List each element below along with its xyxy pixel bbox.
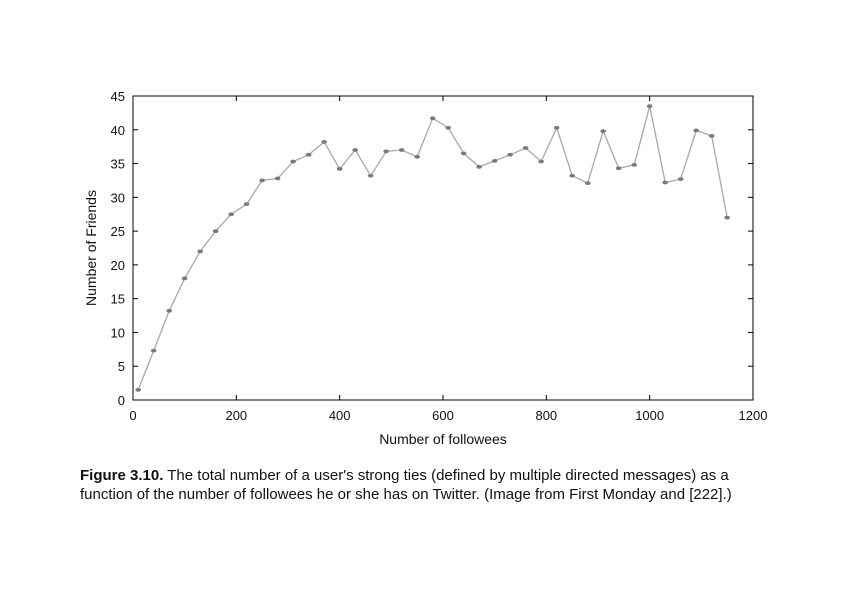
x-tick-label: 1000 <box>635 408 664 423</box>
data-point <box>693 128 699 133</box>
data-point <box>491 158 498 163</box>
data-point <box>383 149 389 154</box>
data-point <box>398 148 405 152</box>
x-axis-title: Number of followees <box>379 431 507 447</box>
y-tick-label: 15 <box>111 292 125 307</box>
series-line <box>137 105 728 391</box>
data-point <box>414 154 420 159</box>
data-point <box>259 178 265 183</box>
plot-frame <box>132 95 754 401</box>
data-point <box>507 152 513 157</box>
data-point <box>228 212 234 217</box>
x-tick-label: 200 <box>225 408 247 423</box>
data-point <box>305 152 312 157</box>
data-point <box>569 173 575 178</box>
data-point <box>321 140 327 144</box>
x-tick-label: 800 <box>535 408 557 423</box>
y-tick-label: 10 <box>111 325 125 340</box>
x-tick-label: 1200 <box>739 408 768 423</box>
data-point <box>290 159 296 164</box>
data-point <box>135 387 141 392</box>
data-point <box>662 180 668 185</box>
data-point <box>631 163 637 167</box>
x-tick-label: 600 <box>432 408 454 423</box>
line-chart: 0 200 400 600 800 1000 1200051015202530354045 … <box>83 89 768 447</box>
data-point <box>243 202 250 206</box>
data-point <box>150 348 157 353</box>
data-point <box>274 176 281 181</box>
figure-caption: Figure 3.10. The total number of a user'… <box>80 466 780 504</box>
data-point <box>584 181 591 186</box>
y-tick-label: 5 <box>118 359 125 374</box>
data-point <box>646 104 653 109</box>
data-point <box>522 146 529 150</box>
x-tick-label: 400 <box>329 408 351 423</box>
data-point <box>460 151 467 156</box>
y-tick-label: 35 <box>111 157 125 172</box>
data-point <box>367 173 374 178</box>
axis-ticks <box>132 95 754 401</box>
data-markers <box>135 104 730 392</box>
y-tick-label: 30 <box>111 190 125 205</box>
caption-text: The total number of a user's strong ties… <box>80 467 732 503</box>
data-point <box>166 308 172 313</box>
data-point <box>212 229 219 234</box>
data-point <box>677 177 684 181</box>
data-point <box>615 166 622 171</box>
data-point <box>553 125 560 130</box>
y-tick-label: 25 <box>111 224 125 239</box>
data-point <box>476 165 482 169</box>
y-tick-label: 40 <box>111 123 125 138</box>
figure-label: Figure 3.10. <box>80 467 164 484</box>
y-tick-label: 45 <box>111 89 125 104</box>
data-point <box>708 133 715 138</box>
tick-labels: 0 200 400 600 800 1000 1200 0 5 10 15 20 25 30 35 40 45 <box>111 89 768 423</box>
data-point <box>538 159 544 164</box>
x-tick-label: 0 <box>129 408 136 423</box>
data-point <box>181 276 188 281</box>
data-point <box>429 116 436 121</box>
data-point <box>197 249 203 254</box>
data-point <box>336 167 343 171</box>
data-point <box>352 148 358 152</box>
data-point <box>600 129 606 134</box>
y-tick-label: 0 <box>118 393 125 408</box>
data-point <box>724 215 730 220</box>
data-point <box>445 125 451 130</box>
y-axis-title: Number of Friends <box>83 190 99 306</box>
y-tick-label: 20 <box>111 258 125 273</box>
